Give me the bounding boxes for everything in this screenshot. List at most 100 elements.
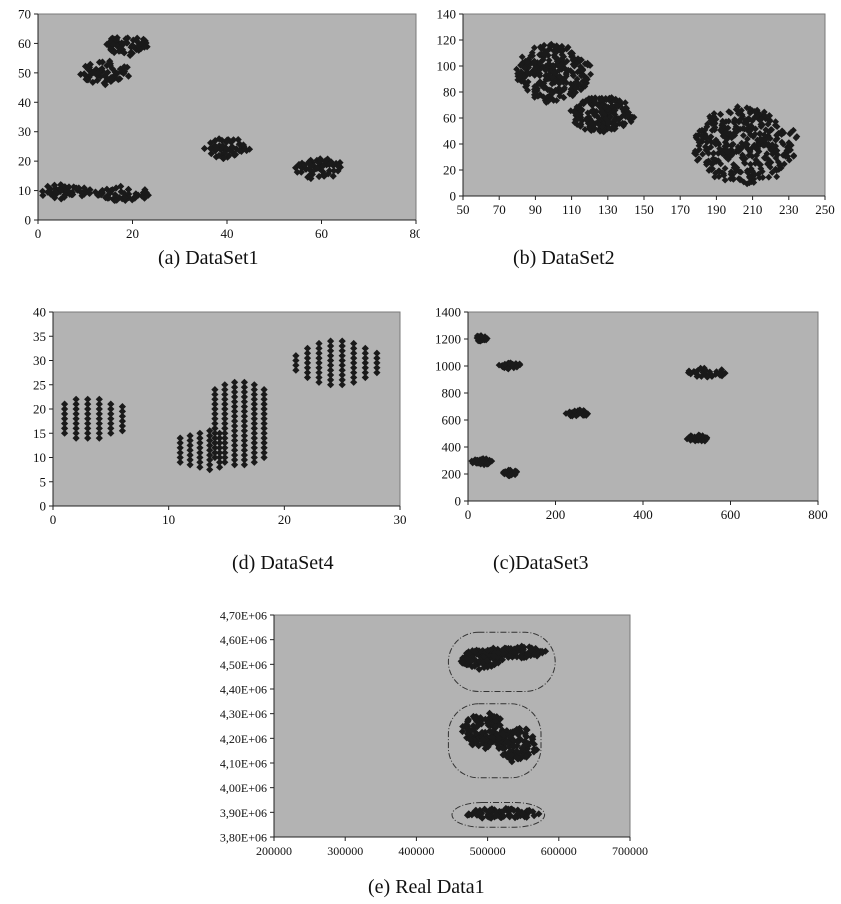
data-point: [562, 69, 570, 77]
y-tick-label: 4,40E+06: [220, 683, 267, 697]
panel-dataset2: 50 70 90 110 130 150 170 190 210 230 250 0 20 40 60 80 1…: [420, 0, 841, 280]
data-point: [790, 153, 797, 160]
data-point: [619, 105, 626, 113]
data-point: [710, 113, 718, 120]
data-point: [186, 432, 194, 440]
data-point: [128, 49, 136, 57]
x-tick-label: 60: [315, 226, 328, 240]
cluster-outline: [447, 631, 556, 692]
chart-real-data1: 200000 300000 400000 500000 600000 700000 3,80…: [220, 609, 648, 859]
y-tick-label: 1200: [435, 332, 461, 347]
data-point: [713, 368, 720, 375]
data-point: [72, 415, 80, 423]
data-point: [216, 429, 224, 437]
data-point: [373, 359, 381, 367]
data-point: [240, 436, 248, 445]
data-point: [573, 110, 580, 118]
data-point: [595, 102, 603, 110]
data-point: [563, 57, 571, 65]
y-tick-label: 25: [33, 377, 46, 392]
data-point: [752, 125, 759, 133]
data-point: [515, 725, 523, 734]
data-point: [480, 663, 488, 672]
data-point: [206, 436, 214, 445]
data-point: [327, 366, 335, 374]
data-point: [479, 658, 487, 666]
data-point: [327, 352, 335, 360]
data-point: [221, 444, 229, 452]
data-point: [765, 140, 772, 148]
data-point: [577, 86, 585, 94]
data-point: [117, 188, 125, 196]
data-point: [501, 468, 509, 475]
x-tick-label: 600: [721, 507, 741, 522]
data-point: [509, 729, 517, 738]
data-point: [327, 371, 335, 379]
data-point: [221, 390, 229, 398]
data-point: [297, 168, 305, 176]
data-point: [122, 38, 131, 46]
data-point: [231, 446, 239, 454]
data-point: [84, 405, 92, 413]
x-tick-label: 0: [35, 226, 42, 240]
data-point: [543, 93, 551, 101]
data-point: [616, 97, 624, 105]
y-tick-label: 0: [40, 499, 47, 514]
data-point: [484, 663, 492, 671]
data-point: [705, 157, 712, 165]
data-point: [764, 160, 771, 168]
data-point: [89, 78, 97, 86]
data-point: [484, 808, 492, 816]
data-point: [292, 164, 300, 172]
data-point: [260, 420, 268, 428]
data-point: [107, 405, 115, 413]
data-point: [68, 191, 76, 199]
data-point: [554, 45, 562, 52]
data-point: [468, 662, 476, 671]
data-point: [702, 371, 709, 378]
data-point: [338, 356, 346, 365]
data-point: [120, 49, 128, 57]
data-point: [581, 126, 589, 133]
data-point: [211, 449, 219, 457]
data-point: [469, 459, 477, 467]
data-point: [126, 51, 134, 59]
data-point: [140, 43, 148, 51]
x-tick-label: 500000: [470, 844, 506, 858]
data-point: [260, 429, 268, 437]
data-point: [695, 139, 703, 146]
data-point: [540, 93, 547, 101]
data-point: [221, 405, 229, 413]
data-point: [774, 151, 781, 159]
data-point: [334, 162, 342, 170]
data-point: [767, 126, 775, 133]
data-point: [600, 97, 607, 104]
data-point: [572, 412, 580, 420]
data-point: [312, 164, 320, 172]
data-point: [540, 84, 548, 92]
data-point: [72, 420, 80, 428]
data-point: [128, 196, 136, 204]
data-point: [724, 124, 732, 132]
y-tick-label: 800: [442, 386, 462, 401]
data-point: [240, 461, 248, 469]
y-tick-label: 10: [18, 183, 31, 198]
data-point: [693, 368, 700, 376]
data-point: [260, 390, 268, 398]
data-point: [718, 169, 726, 177]
data-point: [110, 48, 118, 57]
y-tick-label: 5: [40, 474, 47, 489]
data-point: [464, 730, 472, 738]
data-point: [746, 174, 753, 181]
data-point: [518, 744, 526, 752]
data-point: [529, 808, 537, 816]
data-point: [521, 64, 528, 72]
data-point: [86, 60, 94, 68]
data-point: [604, 106, 612, 113]
x-tick-label: 300000: [327, 844, 363, 858]
data-point: [315, 339, 323, 348]
data-point: [235, 147, 243, 155]
data-point: [588, 102, 596, 109]
data-point: [338, 381, 346, 389]
data-point: [95, 58, 104, 66]
